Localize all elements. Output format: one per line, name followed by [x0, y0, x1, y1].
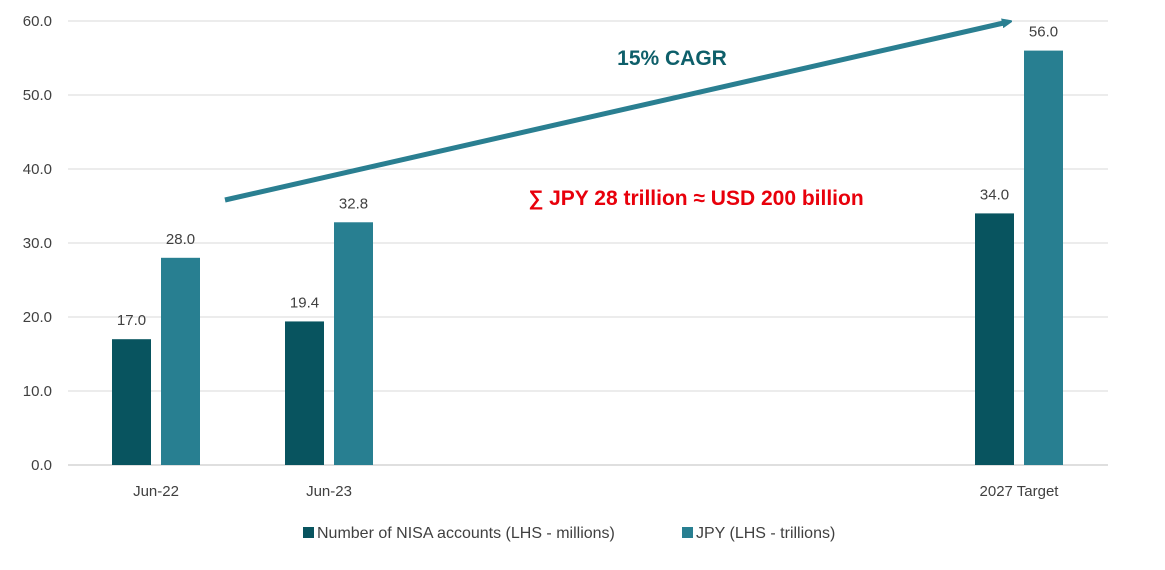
gridlines: [68, 20, 1108, 466]
bar: [975, 213, 1014, 465]
bar-data-label: 32.8: [339, 195, 368, 212]
bar: [334, 222, 373, 465]
bars: 17.0 28.0 19.4 32.8 34.0 56.0: [112, 24, 1063, 465]
legend: Number of NISA accounts (LHS - millions)…: [303, 525, 835, 542]
y-tick-label: 20.0: [23, 309, 52, 326]
bar-data-label: 19.4: [290, 294, 319, 311]
y-tick-label: 40.0: [23, 161, 52, 178]
y-tick-label: 30.0: [23, 235, 52, 252]
x-tick-label: Jun-23: [306, 483, 352, 500]
legend-swatch: [682, 527, 693, 538]
x-axis: Jun-22 Jun-23 2027 Target: [133, 483, 1059, 500]
bar-data-label: 34.0: [980, 186, 1009, 203]
legend-swatch: [303, 527, 314, 538]
bar-data-label: 28.0: [166, 231, 195, 248]
y-axis: 0.0 10.0 20.0 30.0 40.0 50.0 60.0: [23, 13, 52, 474]
cagr-annotation: 15% CAGR: [617, 47, 727, 70]
legend-label: Number of NISA accounts (LHS - millions): [317, 525, 615, 542]
bar: [1024, 50, 1063, 465]
cagr-arrow: [224, 22, 1008, 203]
x-tick-label: Jun-22: [133, 483, 179, 500]
sum-annotation: ∑ JPY 28 trillion ≈ USD 200 billion: [528, 187, 863, 210]
y-tick-label: 50.0: [23, 87, 52, 104]
bar-data-label: 56.0: [1029, 24, 1058, 41]
bar-data-label: 17.0: [117, 312, 146, 329]
legend-label: JPY (LHS - trillions): [696, 525, 835, 542]
bar: [112, 339, 151, 465]
y-tick-label: 60.0: [23, 13, 52, 30]
bar: [285, 321, 324, 465]
y-tick-label: 0.0: [31, 457, 52, 474]
y-tick-label: 10.0: [23, 383, 52, 400]
bar: [161, 257, 200, 465]
x-tick-label: 2027 Target: [980, 483, 1060, 500]
